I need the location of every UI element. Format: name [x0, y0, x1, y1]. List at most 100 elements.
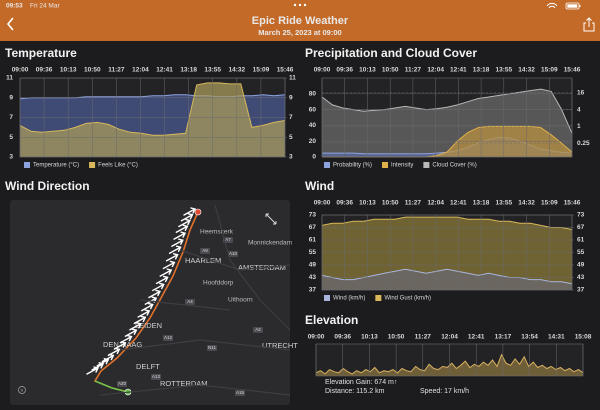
road-badge	[151, 374, 161, 380]
map-layer: HeemskerkMonnickendamHAARLEMAMSTERDAMHoo…	[86, 207, 298, 396]
map-label: DELFT	[136, 362, 160, 371]
y2-tick-label: 49	[577, 262, 585, 269]
legend-swatch	[89, 162, 96, 168]
wind-arrow	[86, 366, 100, 375]
x-tick-label: 09:36	[36, 67, 53, 74]
y-tick-label: 43	[309, 274, 317, 281]
wind-arrow	[91, 362, 105, 371]
y2-tick-label: 67	[577, 224, 585, 231]
elevation-stat: Distance: 115.2 km	[325, 388, 385, 395]
y2-tick-label: 1	[577, 123, 581, 130]
x-tick-label: 10:50	[84, 67, 101, 74]
y-tick-label: 40	[309, 122, 317, 129]
x-tick-label: 12:04	[441, 334, 458, 341]
series-line	[19, 82, 286, 136]
share-button[interactable]	[583, 17, 595, 32]
wind-arrow	[155, 275, 169, 285]
legend-label: Intensity	[391, 163, 413, 169]
y-tick-label: 67	[309, 224, 317, 231]
wind-arrow	[168, 245, 182, 254]
x-tick-label: 10:13	[361, 334, 378, 341]
map-title: Wind Direction	[5, 179, 90, 193]
x-tick-label: 09:00	[12, 67, 29, 74]
section-title: Wind	[305, 179, 334, 193]
back-button[interactable]	[6, 17, 14, 31]
y2-tick-label: 43	[577, 274, 585, 281]
y-tick-label: 9	[9, 94, 13, 101]
map-label: Heemskerk	[200, 229, 234, 236]
y2-tick-label: 16	[577, 89, 585, 96]
y2-tick-label: 37	[577, 287, 585, 294]
x-tick-label: 15:08	[575, 334, 592, 341]
wind-arrow	[96, 357, 110, 367]
x-tick-label: 09:36	[334, 334, 351, 341]
wind-arrow	[175, 224, 189, 233]
plot-frame	[321, 214, 573, 291]
elevation-stat: Speed: 17 km/h	[420, 388, 469, 395]
road-badge	[235, 390, 245, 396]
section-title: Temperature	[5, 46, 77, 60]
wind-arrow	[129, 322, 142, 331]
y2-tick-label: 11	[289, 75, 296, 82]
road-badge	[117, 381, 127, 387]
route-end	[94, 380, 129, 393]
x-tick-label: 13:17	[495, 334, 512, 341]
area-fill	[322, 126, 572, 157]
road-label: A7	[225, 237, 231, 242]
x-tick-label: 10:13	[60, 67, 77, 74]
x-tick-label: 09:36	[336, 200, 353, 207]
y2-tick-label: 5	[289, 134, 293, 141]
map-info-button[interactable]	[18, 386, 26, 394]
y-tick-label: 60	[309, 106, 317, 113]
x-tick-label: 09:00	[314, 200, 331, 207]
map-label: HAARLEM	[185, 256, 221, 265]
wind-arrow	[173, 231, 187, 240]
wind-arrow	[183, 207, 197, 216]
x-tick-label: 11:27	[108, 67, 125, 74]
x-tick-label: 13:18	[180, 67, 197, 74]
road-label: A2	[255, 327, 261, 332]
x-tick-label: 10:13	[359, 67, 376, 74]
section-title: Precipitation and Cloud Cover	[305, 46, 477, 60]
x-tick-label: 15:09	[541, 200, 558, 207]
x-tick-label: 15:09	[253, 67, 270, 74]
x-tick-label: 13:55	[496, 67, 513, 74]
legend-swatch	[382, 162, 389, 168]
road-badge	[228, 251, 238, 257]
wind-arrow	[162, 260, 176, 270]
map-label: Hoofddorp	[203, 280, 234, 287]
y2-tick-label: 3	[289, 154, 293, 161]
top-dots	[293, 3, 307, 7]
battery-icon	[565, 2, 581, 10]
road-label: A15	[236, 390, 245, 395]
y-tick-label: 37	[309, 287, 317, 294]
legend-swatch	[24, 162, 30, 168]
app-title: Epic Ride Weather	[252, 15, 349, 27]
wind-arrow	[180, 213, 194, 222]
x-tick-label: 13:18	[473, 200, 490, 207]
x-tick-label: 10:50	[382, 67, 399, 74]
road-label: A9	[202, 248, 208, 253]
wind-arrow	[137, 309, 151, 318]
wind-arrow	[141, 302, 154, 312]
legend-label: Probability (%)	[333, 163, 372, 169]
wind-arrow	[133, 315, 147, 325]
x-tick-label: 15:46	[564, 67, 581, 74]
road-label: A10	[229, 251, 238, 256]
map[interactable]	[10, 200, 290, 405]
legend-label: Wind Gust (km/h)	[384, 296, 431, 302]
map-roads-deco	[99, 204, 291, 396]
wifi-icon	[546, 2, 558, 9]
x-tick-label: 12:04	[427, 67, 444, 74]
legend-swatch	[423, 162, 430, 168]
map-label: Monnickendam	[248, 240, 292, 247]
y-tick-label: 49	[309, 262, 317, 269]
x-tick-label: 15:46	[277, 67, 294, 74]
map-fullscreen-button[interactable]	[265, 213, 277, 225]
x-tick-label: 12:04	[427, 200, 444, 207]
y2-tick-label: 55	[577, 249, 585, 256]
x-tick-label: 11:27	[405, 67, 422, 74]
y2-tick-label: 7	[289, 114, 293, 121]
plot-frame	[19, 77, 286, 158]
y-tick-label: 7	[9, 114, 13, 121]
